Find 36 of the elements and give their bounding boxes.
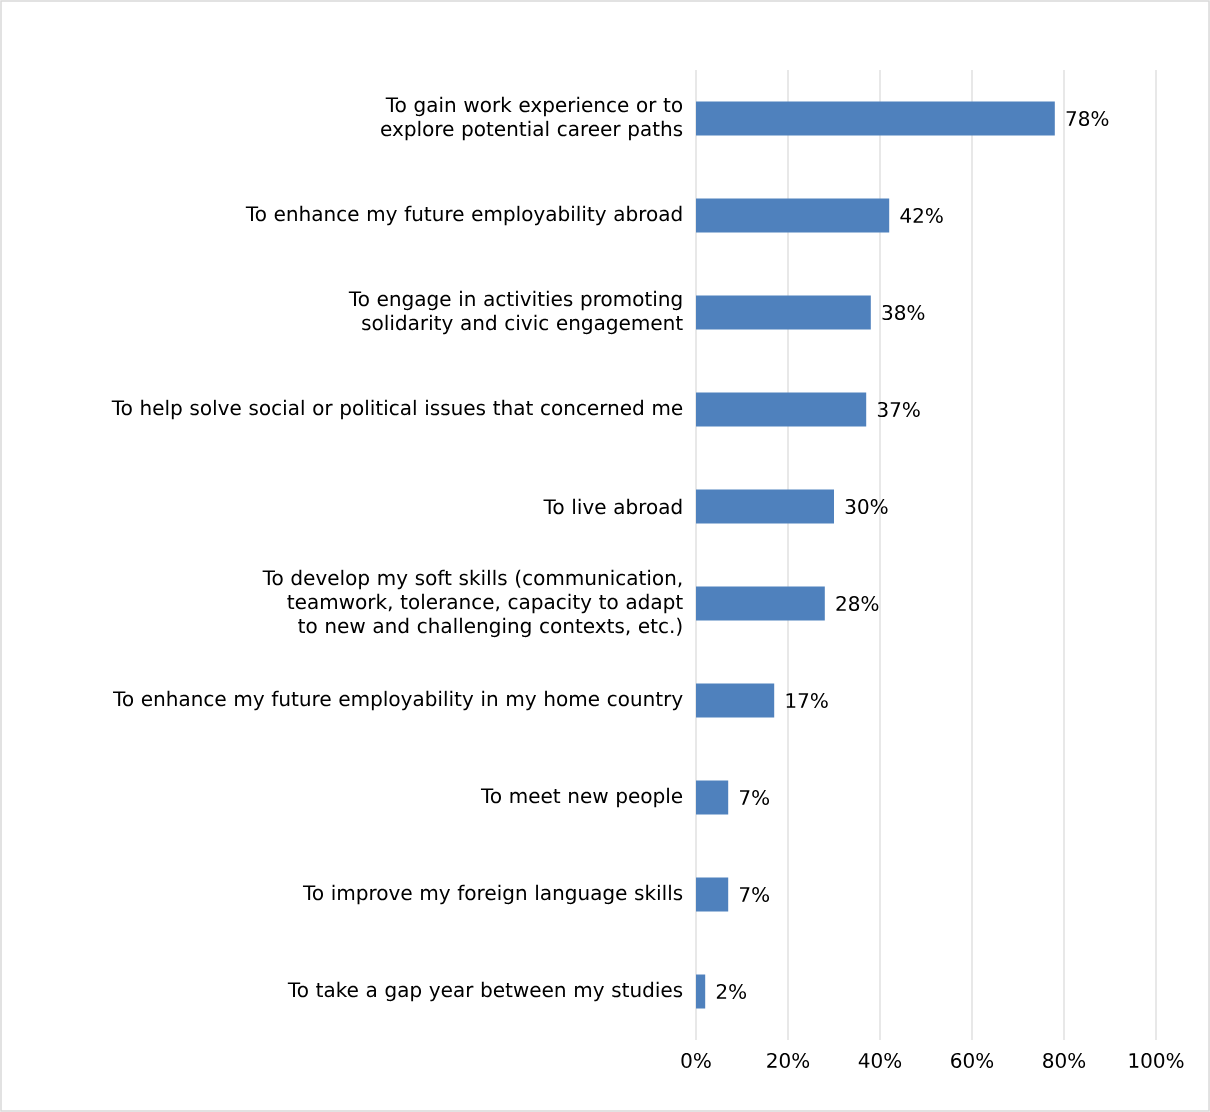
x-tick-label: 60% (951, 1052, 994, 1068)
y-tick-label: To enhance my future employability in my home country (113, 690, 683, 711)
y-tick-label: To engage in activities promoting solidarity and civic engagement (348, 290, 683, 335)
bar (696, 683, 775, 718)
x-tick-label: 80% (1043, 1052, 1086, 1068)
y-tick-label: To meet new people (480, 787, 683, 808)
data-label: 7% (740, 886, 770, 903)
data-label: 17% (786, 692, 828, 709)
bar (696, 295, 871, 330)
y-tick-label: To take a gap year between my studies (287, 981, 683, 1002)
data-label: 38% (882, 304, 925, 321)
x-tick-label: 40% (858, 1052, 902, 1068)
y-tick-label: To gain work experience or to explore potential career paths (381, 96, 683, 141)
bar (696, 489, 834, 524)
data-label: 30% (845, 498, 888, 515)
data-label: 42% (900, 207, 943, 224)
x-tick-label: 0% (681, 1052, 711, 1068)
y-tick-label: To improve my foreign language skills (302, 884, 683, 905)
data-label: 2% (716, 983, 747, 1000)
bar (696, 877, 729, 912)
bar (696, 974, 706, 1009)
y-tick-label: To develop my soft skills (communication, teamwork, tolerance, capacity to adapt to new and challenging contexts, etc.) (262, 569, 683, 638)
bar (696, 780, 729, 815)
y-tick-label: To live abroad (543, 498, 682, 515)
data-label: 37% (877, 401, 920, 418)
y-tick-label: To help solve social or political issues that concerned me (111, 399, 683, 420)
y-tick-label: To enhance my future employability abroad (245, 205, 682, 226)
x-tick-label: 100% (1129, 1052, 1184, 1068)
bar (696, 586, 825, 621)
x-tick-label: 20% (767, 1052, 810, 1068)
data-label: 28% (836, 595, 879, 612)
bar (696, 101, 1055, 136)
data-label: 78% (1066, 110, 1109, 127)
bar (696, 392, 867, 427)
bar (696, 198, 890, 233)
data-label: 7% (740, 789, 770, 806)
